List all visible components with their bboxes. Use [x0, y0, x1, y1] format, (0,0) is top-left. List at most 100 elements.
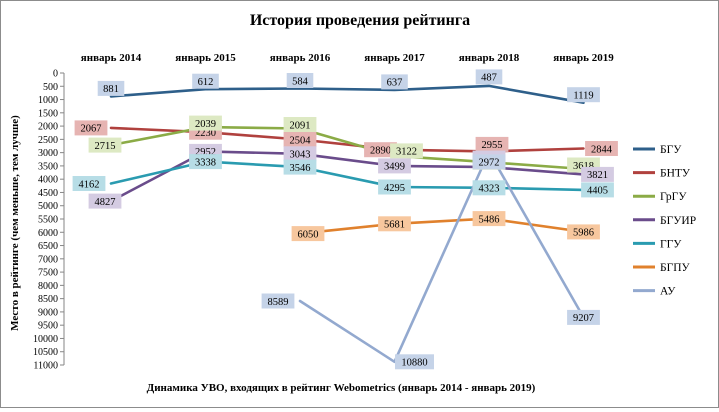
x-axis-title: Динамика УВО, входящих в рейтинг Webomet…	[147, 382, 536, 394]
svg-text:612: 612	[198, 77, 214, 88]
svg-text:2039: 2039	[195, 119, 216, 130]
data-label-БГПУ: 5486	[472, 211, 506, 227]
y-tick-label: 2500	[38, 135, 58, 146]
data-label-БНТУ: 2504	[283, 132, 317, 147]
svg-text:4323: 4323	[479, 184, 500, 195]
y-tick-label: 9500	[38, 321, 58, 332]
chart-title: История проведения рейтинга	[250, 12, 470, 29]
y-tick-label: 8000	[38, 281, 58, 292]
data-label-БГУ: 881	[97, 80, 125, 96]
data-labels: 881 612 584 637 487 1119 2067 2230 2504 2890 2955 2…	[72, 69, 618, 370]
data-label-АУ: 2972	[472, 154, 506, 170]
data-label-БГПУ: 5986	[567, 224, 600, 240]
x-tick-label: январь 2017	[364, 52, 425, 64]
legend-label: БГУ	[660, 144, 682, 156]
svg-text:584: 584	[292, 76, 309, 87]
data-label-ГГУ: 4162	[72, 176, 106, 191]
x-axis: январь 2014 январь 2015 январь 2016 январь …	[81, 52, 614, 64]
y-tick-label: 5500	[38, 215, 58, 226]
data-label-ГГУ: 4295	[378, 179, 411, 195]
svg-text:3618: 3618	[573, 161, 594, 172]
data-label-ГрГУ: 2715	[88, 137, 122, 153]
legend-label: БГПУ	[660, 262, 691, 274]
y-tick-label: 9000	[38, 307, 58, 318]
y-tick-label: 1500	[38, 108, 58, 119]
data-label-БГУ: 1119	[567, 87, 600, 103]
y-tick-label: 10500	[33, 347, 58, 358]
x-tick-label: январь 2014	[81, 52, 142, 64]
svg-text:487: 487	[481, 73, 497, 84]
legend-item-БГУИР: БГУИР	[633, 215, 696, 227]
y-tick-label: 5000	[38, 201, 58, 212]
x-tick-label: январь 2016	[270, 52, 331, 64]
y-tick-label: 3500	[38, 161, 58, 172]
svg-text:3821: 3821	[587, 170, 608, 181]
data-label-БГУИР: 3821	[581, 166, 614, 182]
legend-item-ГрГУ: ГрГУ	[633, 191, 687, 203]
y-axis-title: Место в рейтинге (чем меньше, тем лучше)	[9, 115, 21, 331]
svg-text:3546: 3546	[290, 163, 311, 174]
svg-text:881: 881	[103, 84, 119, 95]
data-label-ГГУ: 3546	[283, 159, 317, 175]
x-tick-label: январь 2015	[175, 52, 236, 64]
y-tick-label: 6000	[38, 228, 58, 239]
data-label-ГГУ: 3338	[189, 154, 222, 170]
legend-item-АУ: АУ	[633, 286, 676, 298]
x-tick-label: январь 2018	[459, 52, 520, 64]
svg-text:1119: 1119	[573, 91, 593, 102]
data-label-ГГУ: 4323	[472, 180, 506, 196]
y-tick-label: 2000	[38, 122, 58, 133]
data-label-БГУИР: 4827	[88, 193, 122, 209]
data-label-БНТУ: 2844	[585, 141, 618, 156]
svg-text:2955: 2955	[482, 140, 503, 151]
y-tick-label: 10000	[33, 334, 58, 345]
series-line-БГУ	[109, 84, 585, 104]
y-tick-label: 4000	[38, 175, 58, 186]
data-label-БГУ: 637	[381, 74, 408, 90]
data-label-БГУИР: 3499	[378, 158, 411, 174]
svg-text:8589: 8589	[268, 297, 289, 308]
y-tick-label: 7000	[38, 254, 58, 265]
y-tick-label: 3000	[38, 148, 58, 159]
svg-text:2067: 2067	[81, 124, 102, 135]
svg-text:4405: 4405	[587, 186, 608, 197]
legend-label: ГрГУ	[660, 191, 687, 203]
data-label-АУ: 8589	[261, 293, 295, 309]
data-label-ГрГУ: 2039	[189, 115, 222, 131]
data-label-ГрГУ: 2091	[283, 117, 317, 132]
legend-label: АУ	[660, 286, 676, 298]
series-line-БГПУ	[298, 217, 585, 235]
data-label-ГрГУ: 3122	[390, 143, 423, 159]
data-label-БГУ: 612	[192, 73, 219, 89]
y-tick-label: 8500	[38, 294, 58, 305]
svg-text:2715: 2715	[95, 141, 116, 152]
svg-text:2091: 2091	[290, 120, 311, 131]
svg-text:5486: 5486	[479, 214, 500, 225]
y-tick-label: 11000	[33, 361, 58, 372]
svg-text:3338: 3338	[195, 157, 216, 168]
legend-label: БНТУ	[660, 168, 691, 180]
svg-text:2230: 2230	[195, 128, 216, 139]
plot-lines	[109, 84, 585, 364]
svg-text:6050: 6050	[298, 229, 319, 240]
data-label-АУ: 10880	[395, 354, 434, 370]
data-label-БГПУ: 6050	[291, 226, 325, 242]
y-axis: 0 500 1000 1500 2000 2500 3000 3500 4000 4500 5000…	[33, 69, 65, 372]
svg-text:9207: 9207	[573, 313, 594, 324]
y-tick-label: 1000	[38, 95, 58, 106]
svg-text:4827: 4827	[95, 197, 116, 208]
svg-text:10880: 10880	[401, 358, 427, 369]
series-line-ГГУ	[109, 160, 585, 192]
data-label-БГУИР: 3043	[283, 146, 317, 162]
svg-text:637: 637	[387, 78, 403, 89]
y-tick-label: 6500	[38, 241, 58, 252]
series-line-АУ	[298, 150, 585, 364]
y-tick-label: 7500	[38, 268, 58, 279]
data-label-ГГУ: 4405	[581, 182, 614, 198]
svg-text:4295: 4295	[384, 183, 405, 194]
svg-text:2972: 2972	[479, 158, 500, 169]
y-tick-label: 4500	[38, 188, 58, 199]
data-label-БГПУ: 5681	[378, 216, 411, 232]
